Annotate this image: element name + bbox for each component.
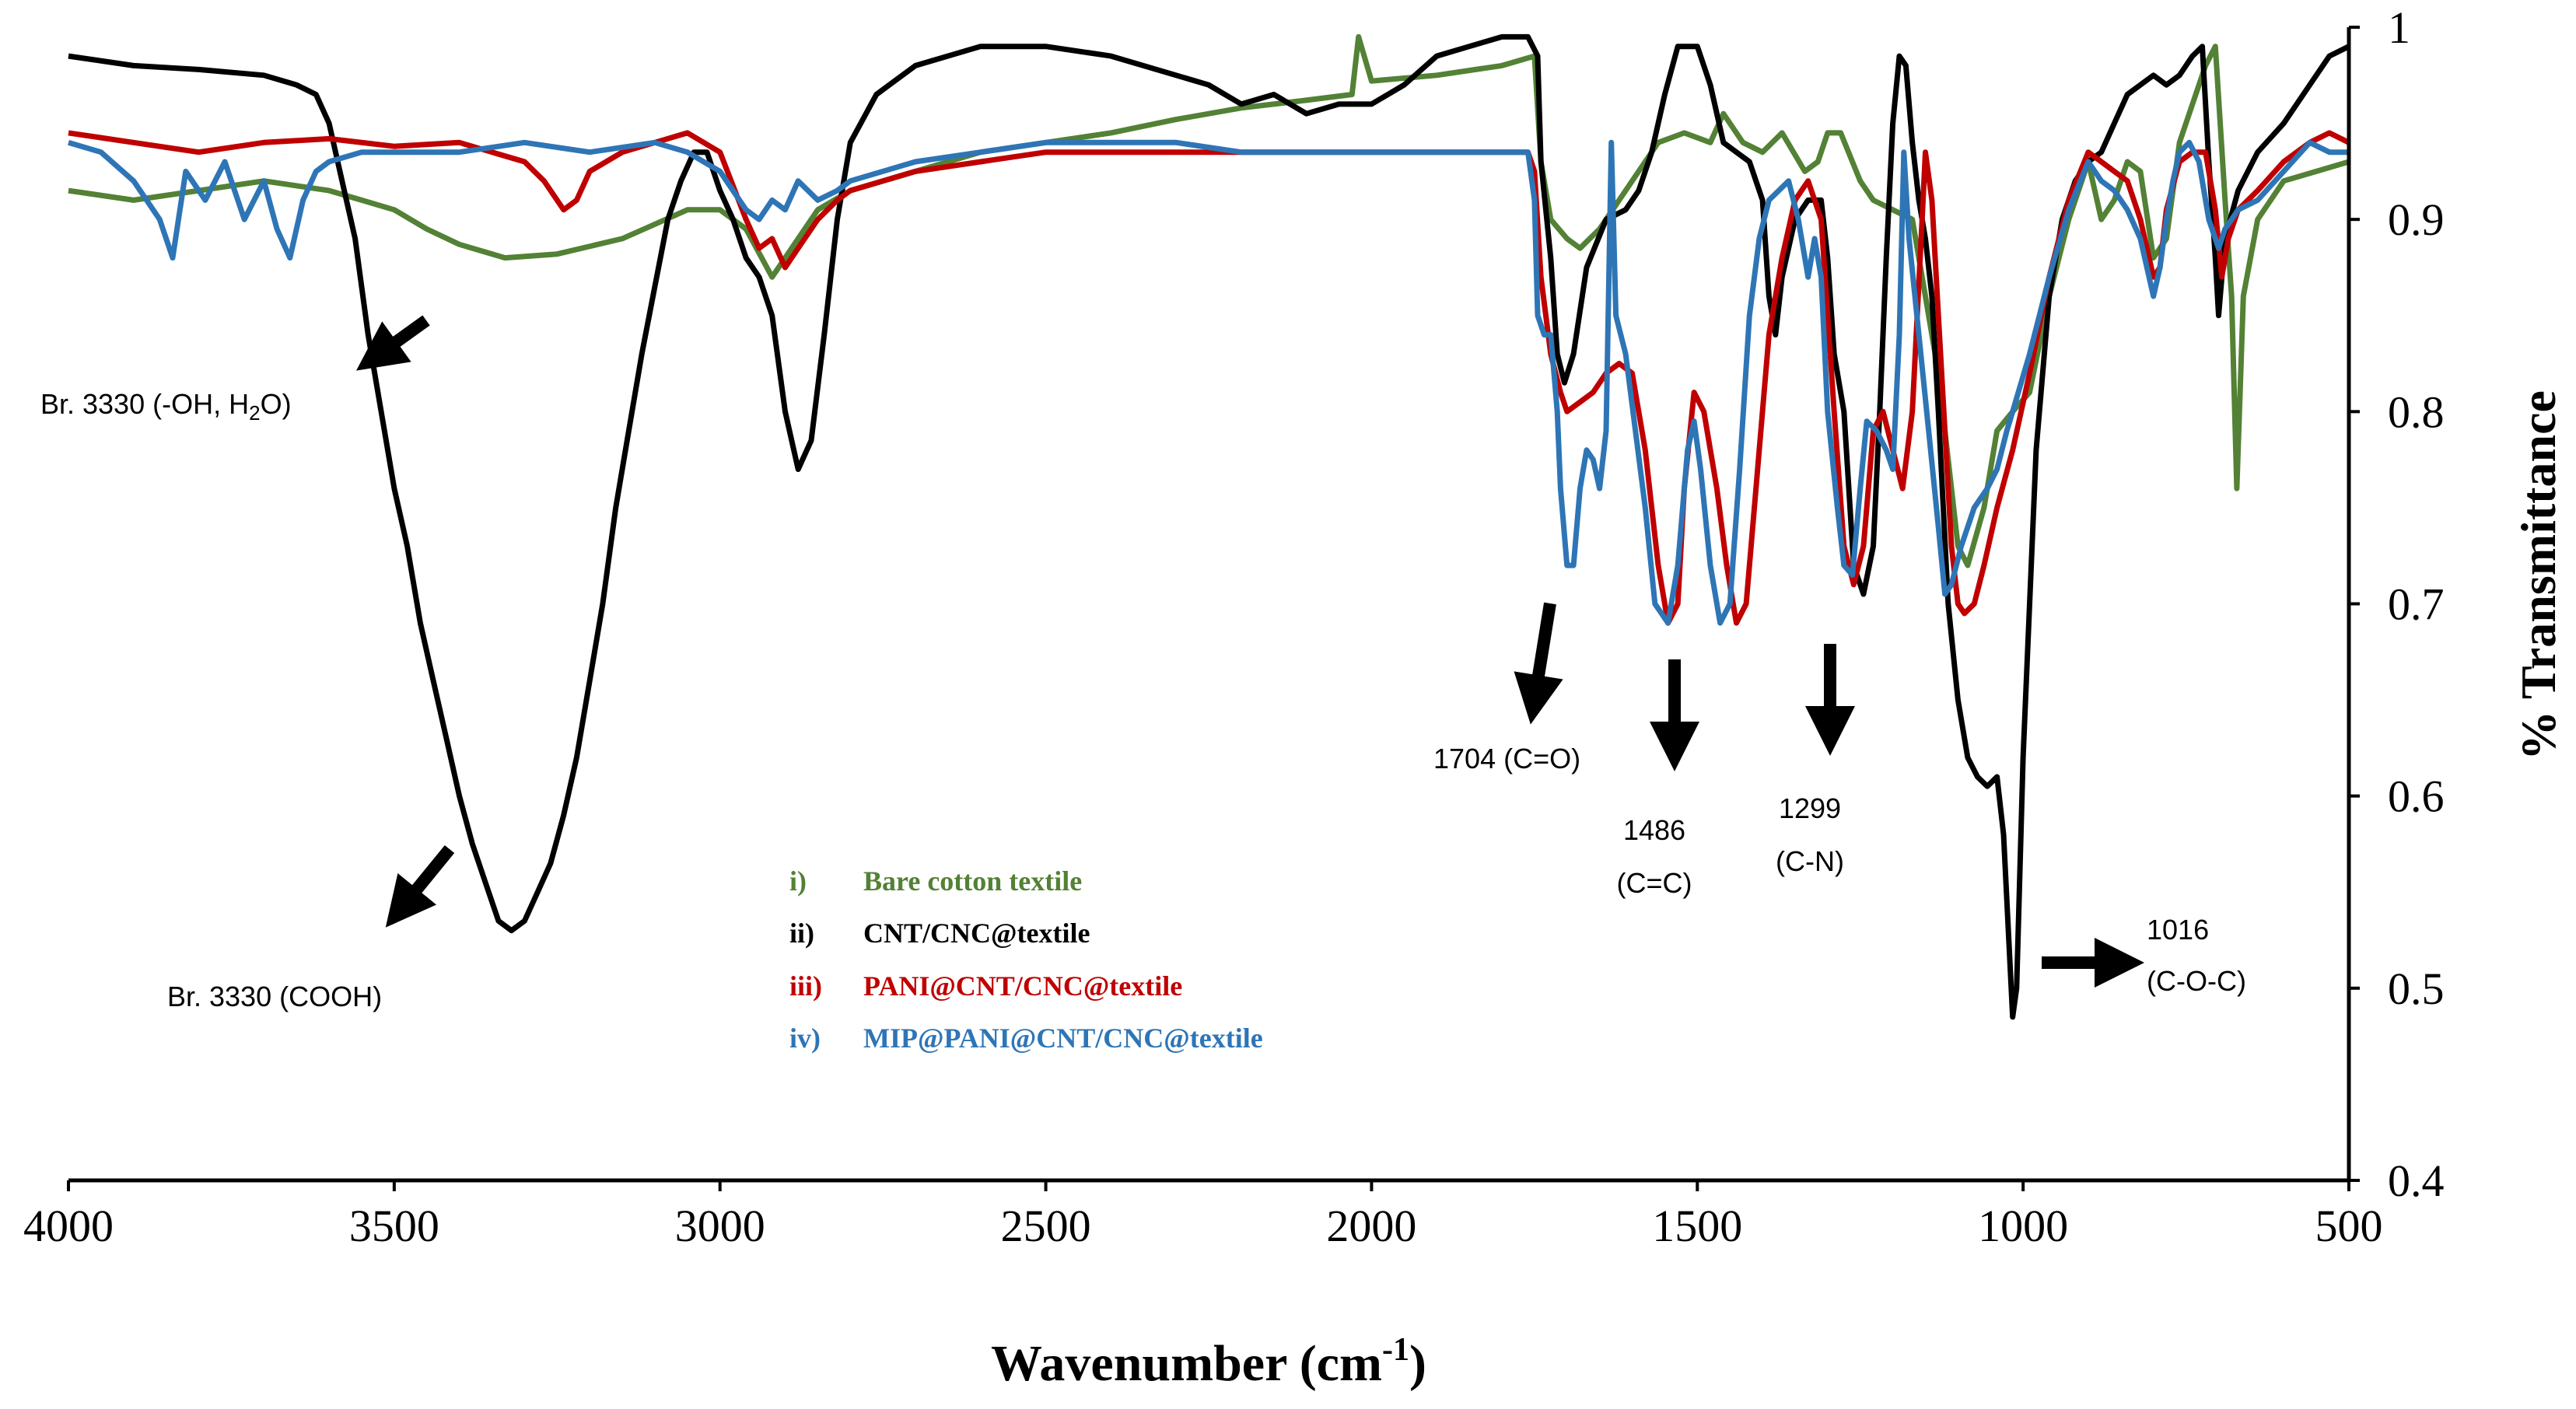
series-line-1 bbox=[68, 33, 2350, 568]
legend-label-2: CNT/CNC@textile bbox=[863, 918, 1090, 949]
x-tick-label: 4000 bbox=[23, 1201, 114, 1251]
series-line-2 bbox=[68, 33, 2350, 1020]
annotation-oh-end: O) bbox=[261, 388, 292, 420]
y-tick-label: 0.7 bbox=[2388, 579, 2445, 630]
annotation-cn-1: 1299 bbox=[1779, 792, 1841, 824]
legend-item-3: iii) PANI@CNT/CNC@textile bbox=[789, 970, 1182, 1002]
x-axis-label-close: ) bbox=[1409, 1335, 1426, 1392]
legend-num-2: ii) bbox=[789, 918, 814, 949]
annotation-cc-2: (C=C) bbox=[1617, 867, 1692, 899]
annotation-coc-2: (C-O-C) bbox=[2147, 965, 2246, 997]
legend-label-1: Bare cotton textile bbox=[863, 865, 1082, 897]
x-tick-label: 2000 bbox=[1326, 1201, 1416, 1251]
y-tick-label: 0.9 bbox=[2388, 194, 2445, 245]
x-axis-label-main: Wavenumber (cm bbox=[991, 1335, 1382, 1392]
x-tick-label: 3000 bbox=[675, 1201, 765, 1251]
x-tick-label: 3500 bbox=[349, 1201, 439, 1251]
y-tick-label: 0.6 bbox=[2388, 771, 2445, 822]
annotation-oh: Br. 3330 (-OH, H2O) bbox=[40, 388, 292, 425]
legend-item-1: i) Bare cotton textile bbox=[789, 865, 1082, 897]
annotation-cc-1: 1486 bbox=[1623, 814, 1685, 846]
series-line-3 bbox=[68, 130, 2350, 626]
x-tick-label: 1000 bbox=[1978, 1201, 2068, 1251]
legend-item-4: iv) MIP@PANI@CNT/CNC@textile bbox=[789, 1023, 1263, 1054]
legend-label-4: MIP@PANI@CNT/CNC@textile bbox=[863, 1023, 1263, 1054]
tick-layer: 4000 3500 3000 2500 2000 1500 1000 500 1 0.9 0.8 0.… bbox=[23, 2, 2445, 1251]
y-tick-label: 0.4 bbox=[2388, 1156, 2445, 1206]
annotation-co: 1704 (C=O) bbox=[1433, 743, 1580, 774]
series-layer bbox=[68, 33, 2350, 1020]
annotation-coc-1: 1016 bbox=[2147, 914, 2209, 946]
legend-item-2: ii) CNT/CNC@textile bbox=[789, 918, 1090, 949]
x-tick-label: 2500 bbox=[1001, 1201, 1091, 1251]
legend-label-3: PANI@CNT/CNC@textile bbox=[863, 970, 1182, 1002]
x-tick-label: 1500 bbox=[1652, 1201, 1742, 1251]
legend-num-1: i) bbox=[789, 865, 807, 897]
annotations: Br. 3330 (-OH, H2O) Br. 3330 (COOH) 1704… bbox=[40, 388, 2246, 1012]
y-tick-label: 0.8 bbox=[2388, 386, 2445, 437]
annotation-arrows bbox=[356, 315, 2144, 988]
series-line-4 bbox=[68, 139, 2349, 626]
legend: i) Bare cotton textile ii) CNT/CNC@textile… bbox=[789, 865, 1263, 1054]
x-tick-label: 500 bbox=[2315, 1201, 2383, 1251]
legend-num-4: iv) bbox=[789, 1023, 821, 1054]
annotation-oh-text: Br. 3330 (-OH, H bbox=[40, 388, 249, 420]
annotation-cooh: Br. 3330 (COOH) bbox=[167, 981, 382, 1012]
arrow-cooh bbox=[385, 844, 455, 928]
arrow-co bbox=[1514, 602, 1563, 725]
annotation-cn-2: (C-N) bbox=[1776, 845, 1844, 877]
y-tick-label: 1 bbox=[2388, 2, 2410, 53]
x-axis-label: Wavenumber (cm-1) bbox=[991, 1332, 1426, 1392]
legend-num-3: iii) bbox=[789, 970, 822, 1002]
y-axis-label: % Transmittance bbox=[2511, 390, 2566, 760]
annotation-oh-sub: 2 bbox=[249, 401, 260, 425]
arrow-oh bbox=[356, 315, 430, 371]
x-axis-label-sup: -1 bbox=[1382, 1332, 1409, 1368]
y-tick-label: 0.5 bbox=[2388, 963, 2445, 1014]
